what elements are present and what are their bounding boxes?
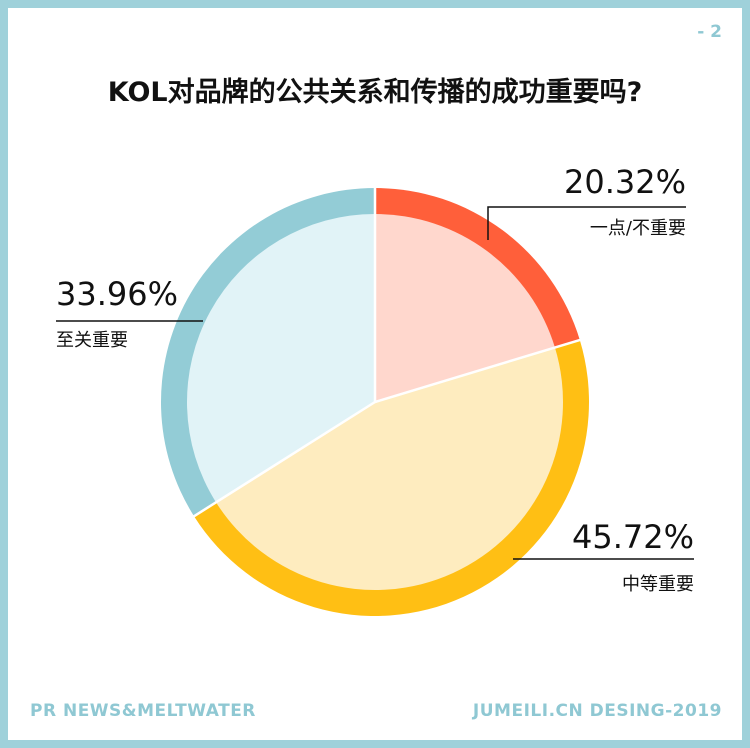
slice-category-label: 至关重要 bbox=[56, 330, 128, 351]
leader-line bbox=[487, 206, 686, 240]
slice-value-label: 33.96% bbox=[56, 275, 178, 313]
slice-separator bbox=[191, 400, 376, 519]
slice-value-label: 45.72% bbox=[572, 518, 694, 556]
page-number: - 2 bbox=[697, 22, 722, 42]
design-credit: JUMEILI.CN DESING-2019 bbox=[472, 701, 722, 721]
source-credit: PR NEWS&MELTWATER bbox=[30, 701, 256, 721]
pie-chart: 20.32% 一点/不重要 45.72% 中等重要 33.96% 至关重要 bbox=[56, 163, 694, 616]
slice-category-label: 中等重要 bbox=[622, 574, 694, 595]
infographic-card: - 2 KOL对品牌的公共关系和传播的成功重要吗? 20.32% 一点/不重要 45… bbox=[8, 8, 742, 740]
slice-separator bbox=[374, 338, 583, 404]
slice-moderate-importance bbox=[216, 347, 563, 590]
slice-value-label: 20.32% bbox=[564, 163, 686, 201]
slice-category-label: 一点/不重要 bbox=[590, 218, 686, 239]
slice-minor-importance bbox=[375, 214, 555, 402]
chart-title: KOL对品牌的公共关系和传播的成功重要吗? bbox=[107, 77, 643, 108]
